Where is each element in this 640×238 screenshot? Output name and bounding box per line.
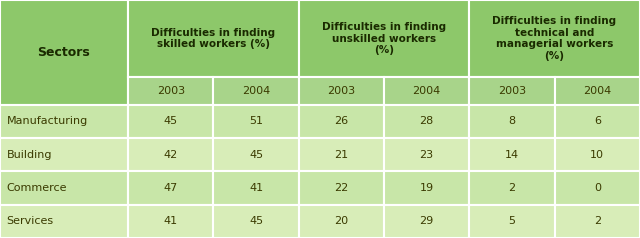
Bar <box>0 0 128 105</box>
Bar <box>555 138 640 171</box>
Bar <box>0 205 128 238</box>
Bar <box>299 171 384 205</box>
Text: 2: 2 <box>508 183 515 193</box>
Bar <box>0 138 128 171</box>
Bar <box>0 171 128 205</box>
Bar <box>128 77 214 105</box>
Text: Building: Building <box>6 150 52 160</box>
Bar <box>128 0 299 77</box>
Text: 2003: 2003 <box>157 86 185 96</box>
Text: 2003: 2003 <box>328 86 355 96</box>
Text: 28: 28 <box>419 116 434 126</box>
Bar <box>214 77 299 105</box>
Bar <box>214 105 299 138</box>
Text: 41: 41 <box>164 216 178 226</box>
Bar <box>469 138 555 171</box>
Bar <box>384 171 469 205</box>
Text: 26: 26 <box>334 116 349 126</box>
Text: 2004: 2004 <box>242 86 270 96</box>
Bar <box>299 0 469 77</box>
Text: Difficulties in finding
technical and
managerial workers
(%): Difficulties in finding technical and ma… <box>493 16 616 61</box>
Text: 21: 21 <box>334 150 349 160</box>
Text: 29: 29 <box>419 216 434 226</box>
Bar <box>384 138 469 171</box>
Text: 45: 45 <box>164 116 178 126</box>
Text: Difficulties in finding
skilled workers (%): Difficulties in finding skilled workers … <box>152 28 275 50</box>
Bar <box>128 171 214 205</box>
Text: 6: 6 <box>594 116 601 126</box>
Text: 2003: 2003 <box>498 86 526 96</box>
Bar <box>384 77 469 105</box>
Bar <box>469 77 555 105</box>
Text: 45: 45 <box>249 150 263 160</box>
Bar <box>469 105 555 138</box>
Text: 2: 2 <box>594 216 601 226</box>
Text: Manufacturing: Manufacturing <box>6 116 88 126</box>
Bar <box>469 0 640 77</box>
Text: Commerce: Commerce <box>6 183 67 193</box>
Text: 22: 22 <box>334 183 349 193</box>
Bar <box>555 171 640 205</box>
Text: Services: Services <box>6 216 54 226</box>
Text: 41: 41 <box>249 183 263 193</box>
Bar <box>555 105 640 138</box>
Text: 10: 10 <box>590 150 604 160</box>
Bar <box>128 138 214 171</box>
Bar <box>555 205 640 238</box>
Bar <box>299 138 384 171</box>
Text: 0: 0 <box>594 183 601 193</box>
Text: 51: 51 <box>249 116 263 126</box>
Bar <box>299 205 384 238</box>
Text: Sectors: Sectors <box>38 46 90 59</box>
Bar <box>384 205 469 238</box>
Text: 47: 47 <box>164 183 178 193</box>
Text: 19: 19 <box>419 183 434 193</box>
Bar <box>555 77 640 105</box>
Text: 20: 20 <box>334 216 349 226</box>
Bar <box>128 205 214 238</box>
Bar <box>469 171 555 205</box>
Text: 14: 14 <box>505 150 519 160</box>
Bar <box>299 105 384 138</box>
Bar <box>384 105 469 138</box>
Text: 45: 45 <box>249 216 263 226</box>
Text: 2004: 2004 <box>412 86 441 96</box>
Bar <box>214 205 299 238</box>
Bar <box>214 171 299 205</box>
Text: 5: 5 <box>508 216 515 226</box>
Text: 2004: 2004 <box>583 86 611 96</box>
Text: Difficulties in finding
unskilled workers
(%): Difficulties in finding unskilled worker… <box>322 22 446 55</box>
Text: 23: 23 <box>419 150 434 160</box>
Bar <box>128 105 214 138</box>
Bar <box>0 105 128 138</box>
Bar <box>299 77 384 105</box>
Bar <box>469 205 555 238</box>
Text: 42: 42 <box>164 150 178 160</box>
Bar <box>214 138 299 171</box>
Text: 8: 8 <box>508 116 515 126</box>
